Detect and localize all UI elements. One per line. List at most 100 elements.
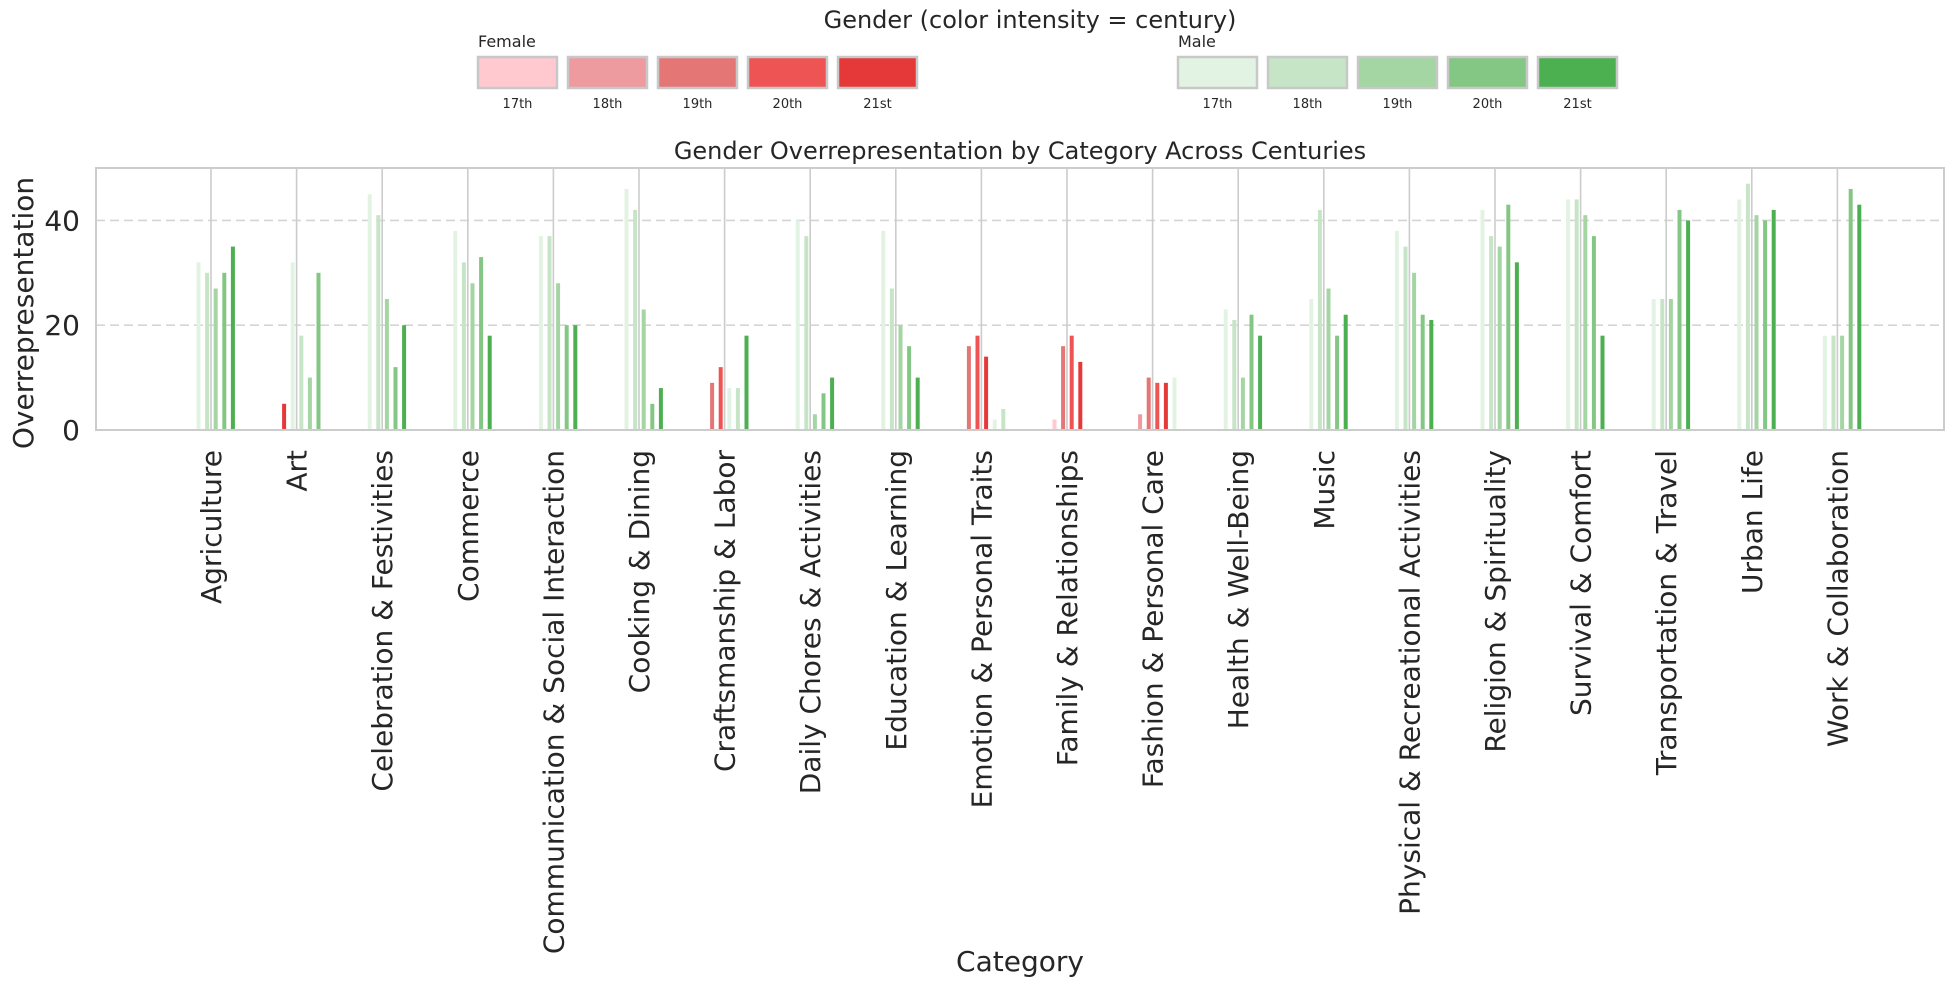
bar-work-collaboration-male-17th <box>1822 335 1827 430</box>
bar-transportation-travel-male-20th <box>1677 209 1682 430</box>
legend-swatch-label: 21st <box>863 97 891 112</box>
bar-craftsmanship-labor-female-20th <box>718 367 723 430</box>
bar-cooking-dining-male-19th <box>641 309 646 430</box>
bar-health-well-being-male-21st <box>1258 335 1263 430</box>
bar-commerce-male-19th <box>470 283 475 430</box>
bar-agriculture-male-20th <box>222 272 227 430</box>
legend-swatch-male-19th <box>1356 55 1439 90</box>
bar-cooking-dining-male-20th <box>650 403 655 430</box>
bar-group-fashion-personal-care <box>1138 377 1177 430</box>
bar-craftsmanship-labor-female-19th <box>710 382 715 430</box>
bar-physical-recreational-activities-male-21st <box>1429 319 1434 430</box>
x-tick-label: Daily Chores & Activities <box>794 450 827 794</box>
legend-groups: Female 17th 18th 19th 20th 21st Male 17th 18th 19… <box>476 32 1619 112</box>
bar-group-education-learning <box>881 230 920 430</box>
bar-fashion-personal-care-male-17th <box>1172 377 1177 430</box>
bar-cooking-dining-male-21st <box>658 388 663 430</box>
y-tick-label: 40 <box>44 204 80 237</box>
bar-group-music <box>1309 209 1348 430</box>
bar-urban-life-male-20th <box>1763 220 1768 430</box>
bar-communication-social-interaction-male-17th <box>538 236 543 430</box>
bar-survival-comfort-male-19th <box>1583 215 1588 430</box>
y-tick-labels: 0 20 40 <box>44 204 80 447</box>
bar-group-agriculture <box>196 246 235 430</box>
bar-art-male-17th <box>290 262 295 430</box>
x-tick-label: Transportation & Travel <box>1650 450 1683 776</box>
bar-music-male-17th <box>1309 299 1314 430</box>
bar-group-emotion-personal-traits <box>966 335 1006 430</box>
bar-commerce-male-17th <box>453 230 458 430</box>
bar-communication-social-interaction-male-19th <box>556 283 561 430</box>
plot-area <box>95 167 1945 431</box>
bar-group-family-relationships <box>1052 335 1083 430</box>
bar-work-collaboration-male-19th <box>1840 335 1845 430</box>
x-tick-label: Emotion & Personal Traits <box>965 450 998 808</box>
bar-group-health-well-being <box>1223 309 1263 430</box>
bar-fashion-personal-care-female-21st <box>1163 382 1168 430</box>
bar-group-urban-life <box>1737 183 1776 430</box>
bar-transportation-travel-male-19th <box>1668 299 1673 430</box>
legend-swatch-female-18th <box>566 55 649 90</box>
x-tick-label: Physical & Recreational Activities <box>1393 450 1426 915</box>
bars <box>196 183 1862 430</box>
bar-music-male-18th <box>1317 209 1322 430</box>
x-tick-label: Agriculture <box>195 450 228 604</box>
bar-group-art <box>282 262 321 430</box>
bar-physical-recreational-activities-male-19th <box>1412 272 1417 430</box>
chart-title: Gender Overrepresentation by Category Ac… <box>674 137 1366 165</box>
x-tick-label: Art <box>281 450 314 492</box>
bar-group-commerce <box>453 230 492 430</box>
bar-art-female-21st <box>282 403 287 430</box>
legend-swatch-female-17th <box>476 55 559 90</box>
legend-swatch-label: 18th <box>1293 97 1323 112</box>
bar-work-collaboration-male-20th <box>1848 188 1853 430</box>
x-tick-label: Music <box>1308 450 1341 530</box>
bar-agriculture-male-17th <box>196 262 201 430</box>
bar-religion-spirituality-male-17th <box>1480 209 1485 430</box>
bar-group-religion-spirituality <box>1480 204 1519 430</box>
legend: Gender (color intensity = century) Femal… <box>476 6 1619 112</box>
bar-group-communication-social-interaction <box>538 236 578 430</box>
bar-education-learning-male-21st <box>915 377 920 430</box>
bar-music-male-19th <box>1326 288 1331 430</box>
legend-swatch-female-19th <box>656 55 739 90</box>
legend-swatch-label: 17th <box>503 97 533 112</box>
bar-fashion-personal-care-female-19th <box>1146 377 1151 430</box>
x-axis-label: Category <box>956 945 1084 978</box>
bar-health-well-being-male-20th <box>1249 314 1254 430</box>
bar-fashion-personal-care-female-20th <box>1155 382 1160 430</box>
bar-education-learning-male-19th <box>898 325 903 430</box>
bar-group-transportation-travel <box>1651 209 1691 430</box>
x-tick-label: Health & Well-Being <box>1222 450 1255 729</box>
x-tick-label: Education & Learning <box>880 450 913 751</box>
bar-group-cooking-dining <box>624 188 663 430</box>
bar-craftsmanship-labor-male-18th <box>735 388 740 430</box>
legend-group-female: Female 17th 18th 19th 20th 21st <box>476 32 919 112</box>
bar-craftsmanship-labor-male-21st <box>744 335 749 430</box>
bar-education-learning-male-18th <box>889 288 894 430</box>
bar-daily-chores-activities-male-19th <box>812 414 817 430</box>
bar-emotion-personal-traits-male-18th <box>1001 409 1006 430</box>
legend-swatch-male-21st <box>1536 55 1619 90</box>
bar-commerce-male-20th <box>479 257 484 430</box>
legend-swatch-label: 19th <box>683 97 713 112</box>
bar-transportation-travel-male-18th <box>1660 299 1665 430</box>
bar-transportation-travel-male-21st <box>1686 220 1691 430</box>
plot-frame <box>95 167 1945 431</box>
x-tick-label: Urban Life <box>1736 450 1769 594</box>
legend-swatch-label: 19th <box>1383 97 1413 112</box>
legend-swatch-male-18th <box>1266 55 1349 90</box>
bar-communication-social-interaction-male-18th <box>547 236 552 430</box>
legend-swatch-female-21st <box>836 55 919 90</box>
x-tick-labels: Agriculture Art Celebration & Festivities C… <box>195 450 1854 955</box>
legend-swatch-label: 20th <box>1473 97 1503 112</box>
y-axis-label: Overrepresentation <box>7 177 40 449</box>
legend-swatch-label: 20th <box>773 97 803 112</box>
legend-swatch-label: 18th <box>593 97 623 112</box>
bar-family-relationships-female-20th <box>1069 335 1074 430</box>
x-tick-label: Communication & Social Interaction <box>537 450 570 954</box>
bar-health-well-being-male-18th <box>1232 319 1237 430</box>
bar-survival-comfort-male-17th <box>1566 199 1571 430</box>
bar-celebration-festivities-male-17th <box>367 194 372 430</box>
bar-agriculture-male-18th <box>205 272 210 430</box>
